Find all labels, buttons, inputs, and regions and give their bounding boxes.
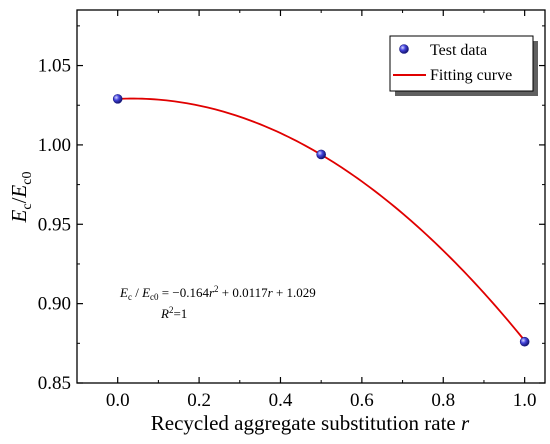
y-tick-label: 0.90 [38,294,71,315]
plot-marks [112,94,530,347]
fitting-curve-line [117,97,526,342]
y-tick-label: 0.95 [38,214,71,235]
equation-annotation: Ec / Ec0 = −0.164r2 + 0.0117r + 1.029 [119,284,316,302]
r-squared-annotation: R2=1 [160,305,187,321]
test-data-point [112,94,123,104]
x-tick-label: 0.8 [431,390,455,411]
legend-box [389,35,534,92]
legend-label-test-data: Test data [430,42,487,59]
legend-label-fitting-curve: Fitting curve [430,67,512,84]
x-tick-label: 0.0 [106,390,130,411]
y-tick-label: 0.85 [38,373,71,394]
y-axis-title: Ec/Ec0 [7,172,35,224]
x-tick-label: 0.6 [350,390,374,411]
x-axis-title: Recycled aggregate substitution rate r [151,411,470,435]
y-tick-label: 1.00 [38,135,71,156]
x-tick-label: 1.0 [513,390,537,411]
plot-frame [76,9,546,384]
y-tick-label: 1.05 [38,56,71,77]
legend: Test data Fitting curve [389,35,538,96]
legend-marker-test-data [399,44,409,54]
test-data-point [519,336,530,347]
test-data-point [316,149,326,160]
axis-ticks: 0.0 0.2 0.4 0.6 0.8 1.0 0.85 0.90 0.95 1.00 1.05 [38,9,546,411]
x-tick-label: 0.4 [269,390,293,411]
x-tick-label: 0.2 [187,390,211,411]
